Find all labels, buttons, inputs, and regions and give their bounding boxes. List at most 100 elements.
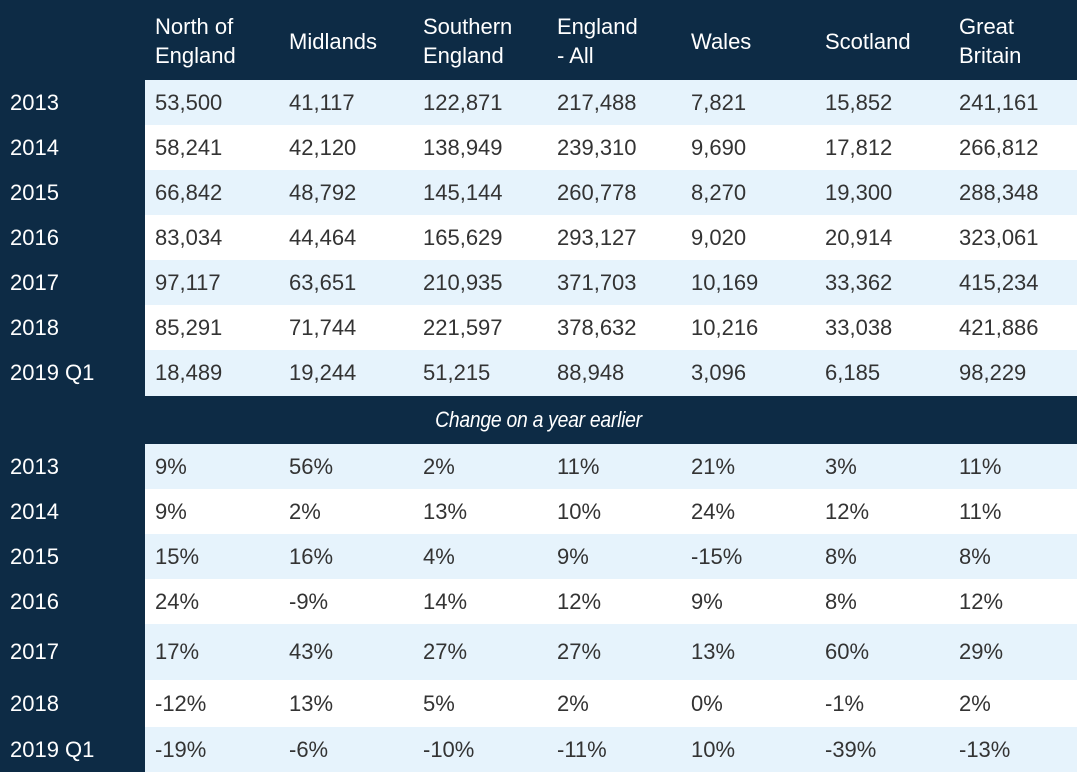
change-cell: 11%: [949, 489, 1077, 534]
volume-cell: 88,948: [547, 350, 681, 396]
volume-cell: 266,812: [949, 125, 1077, 170]
volume-cell: 371,703: [547, 260, 681, 305]
corner-header-cell: [0, 0, 145, 80]
volume-cell: 10,169: [681, 260, 815, 305]
row-header-year: 2018: [0, 305, 145, 350]
volume-cell: 51,215: [413, 350, 547, 396]
change-cell: 4%: [413, 534, 547, 579]
volume-cell: 145,144: [413, 170, 547, 215]
change-row: 2019 Q1 -19% -6% -10% -11% 10% -39% -13%: [0, 727, 1077, 772]
volume-cell: 221,597: [413, 305, 547, 350]
row-header-year: 2016: [0, 215, 145, 260]
column-header-line: Wales: [691, 28, 752, 54]
change-cell: -19%: [145, 727, 279, 772]
change-row: 2017 17% 43% 27% 27% 13% 60% 29%: [0, 624, 1077, 680]
change-cell: 56%: [279, 444, 413, 489]
change-cell: 60%: [815, 624, 949, 680]
row-header-year: 2013: [0, 80, 145, 125]
volume-cell: 323,061: [949, 215, 1077, 260]
column-header: Scotland: [815, 0, 949, 80]
volume-cell: 53,500: [145, 80, 279, 125]
change-cell: 24%: [145, 579, 279, 624]
column-header: England - All: [547, 0, 681, 80]
volume-cell: 239,310: [547, 125, 681, 170]
volume-cell: 138,949: [413, 125, 547, 170]
change-cell: 27%: [547, 624, 681, 680]
change-cell: 9%: [547, 534, 681, 579]
row-header-year: 2016: [0, 579, 145, 624]
column-header-line: Midlands: [289, 28, 378, 54]
volume-cell: 3,096: [681, 350, 815, 396]
row-header-year: 2014: [0, 489, 145, 534]
column-header-line: Southern: [423, 14, 513, 39]
column-header-line: North of: [155, 14, 234, 39]
change-cell: 24%: [681, 489, 815, 534]
change-cell: 29%: [949, 624, 1077, 680]
change-cell: 9%: [145, 489, 279, 534]
volume-cell: 41,117: [279, 80, 413, 125]
volume-cell: 288,348: [949, 170, 1077, 215]
change-cell: 16%: [279, 534, 413, 579]
volume-cell: 8,270: [681, 170, 815, 215]
volume-cell: 9,690: [681, 125, 815, 170]
row-header-year: 2015: [0, 534, 145, 579]
volume-cell: 210,935: [413, 260, 547, 305]
change-cell: -13%: [949, 727, 1077, 772]
change-cell: 13%: [681, 624, 815, 680]
volume-cell: 260,778: [547, 170, 681, 215]
change-cell: 13%: [279, 680, 413, 727]
volume-cell: 71,744: [279, 305, 413, 350]
section-label: Change on a year earlier: [435, 407, 642, 432]
change-cell: 2%: [547, 680, 681, 727]
change-cell: 12%: [949, 579, 1077, 624]
change-cell: -6%: [279, 727, 413, 772]
volume-cell: 293,127: [547, 215, 681, 260]
change-cell: 2%: [279, 489, 413, 534]
volume-row: 2017 97,117 63,651 210,935 371,703 10,169 33,3…: [0, 260, 1077, 305]
change-cell: -11%: [547, 727, 681, 772]
volume-cell: 19,300: [815, 170, 949, 215]
change-row: 2018 -12% 13% 5% 2% 0% -1% 2%: [0, 680, 1077, 727]
row-header-year: 2019 Q1: [0, 727, 145, 772]
change-cell: -15%: [681, 534, 815, 579]
column-header: Midlands: [279, 0, 413, 80]
change-cell: 43%: [279, 624, 413, 680]
volume-cell: 7,821: [681, 80, 815, 125]
row-header-year: 2015: [0, 170, 145, 215]
change-cell: 5%: [413, 680, 547, 727]
volume-cell: 66,842: [145, 170, 279, 215]
change-row: 2013 9% 56% 2% 11% 21% 3% 11%: [0, 444, 1077, 489]
volume-cell: 33,038: [815, 305, 949, 350]
column-header-line: England: [557, 14, 638, 39]
change-cell: 8%: [815, 579, 949, 624]
volume-cell: 63,651: [279, 260, 413, 305]
volume-cell: 15,852: [815, 80, 949, 125]
volume-cell: 17,812: [815, 125, 949, 170]
volume-row: 2014 58,241 42,120 138,949 239,310 9,690 17,81…: [0, 125, 1077, 170]
change-cell: 2%: [949, 680, 1077, 727]
change-row: 2016 24% -9% 14% 12% 9% 8% 12%: [0, 579, 1077, 624]
volume-row: 2016 83,034 44,464 165,629 293,127 9,020 20,91…: [0, 215, 1077, 260]
volume-cell: 48,792: [279, 170, 413, 215]
volume-cell: 85,291: [145, 305, 279, 350]
volume-cell: 83,034: [145, 215, 279, 260]
row-header-year: 2018: [0, 680, 145, 727]
volume-row: 2015 66,842 48,792 145,144 260,778 8,270 19,30…: [0, 170, 1077, 215]
change-cell: 9%: [681, 579, 815, 624]
change-cell: 17%: [145, 624, 279, 680]
volume-cell: 58,241: [145, 125, 279, 170]
column-header-line: England: [155, 43, 236, 68]
volume-row: 2018 85,291 71,744 221,597 378,632 10,216 33,0…: [0, 305, 1077, 350]
change-cell: 10%: [681, 727, 815, 772]
column-header: Great Britain: [949, 0, 1077, 80]
volume-cell: 378,632: [547, 305, 681, 350]
change-cell: -39%: [815, 727, 949, 772]
header-row: North of England Midlands Southern England En…: [0, 0, 1077, 80]
change-row: 2014 9% 2% 13% 10% 24% 12% 11%: [0, 489, 1077, 534]
change-cell: 12%: [815, 489, 949, 534]
row-header-year: 2019 Q1: [0, 350, 145, 396]
volume-row: 2019 Q1 18,489 19,244 51,215 88,948 3,096 6,18…: [0, 350, 1077, 396]
row-header-year: 2013: [0, 444, 145, 489]
change-cell: 13%: [413, 489, 547, 534]
change-cell: 27%: [413, 624, 547, 680]
